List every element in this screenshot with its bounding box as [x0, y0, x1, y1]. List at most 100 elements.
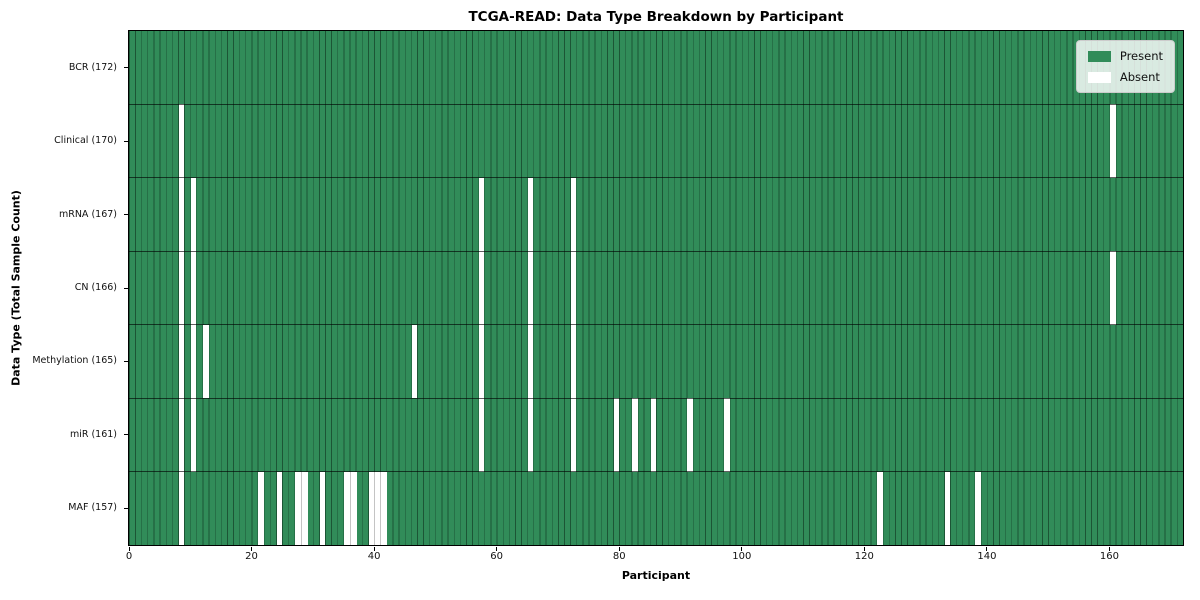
y-tick-mark: [124, 214, 128, 216]
x-tick-mark: [496, 546, 498, 551]
x-tick-mark: [863, 546, 865, 551]
absent-cell-MAF-122: [877, 471, 883, 545]
absent-cell-MAF-41: [380, 471, 388, 545]
y-tick-mark: [124, 67, 128, 69]
absent-cell-miR-97: [724, 398, 730, 472]
row-band-miR: [129, 398, 1183, 472]
row-band-BCR: [129, 31, 1183, 105]
row-boundary-line: [129, 324, 1183, 326]
y-tick-label-miR: miR (161): [69, 428, 117, 440]
absent-cell-MAF-28: [300, 471, 308, 545]
row-boundary-line: [129, 103, 1183, 105]
absent-cell-MAF-21: [258, 471, 264, 545]
absent-cell-miR-79: [613, 398, 620, 472]
legend-label-present: Present: [1119, 49, 1163, 63]
absent-cell-Methylation-10: [191, 324, 197, 399]
y-tick-label-mRNA: mRNA (167): [58, 208, 117, 220]
absent-cell-mRNA-72: [571, 177, 577, 252]
y-tick-mark: [124, 287, 128, 289]
x-tick-label: 40: [367, 551, 381, 562]
absent-cell-Clinical-8: [178, 104, 185, 178]
absent-cell-MAF-133: [944, 471, 951, 545]
absent-cell-miR-8: [178, 398, 185, 472]
row-boundary-line: [129, 471, 1183, 473]
absent-cell-miR-82: [632, 398, 638, 472]
x-tick-mark: [618, 546, 620, 551]
plot-area: Present Absent: [128, 30, 1184, 546]
x-tick-mark: [986, 546, 988, 551]
x-tick-label: 100: [732, 551, 752, 562]
x-tick-label: 80: [612, 551, 626, 562]
absent-cell-mRNA-65: [528, 177, 534, 252]
x-tick-mark: [741, 546, 743, 551]
x-tick-mark: [251, 546, 253, 551]
y-tick-mark: [124, 434, 128, 436]
absent-cell-CN-65: [528, 251, 534, 325]
x-tick-label: 120: [854, 551, 874, 562]
y-tick-mark: [124, 140, 128, 142]
absent-cell-MAF-40: [374, 471, 382, 545]
absent-cell-MAF-24: [276, 471, 283, 545]
y-tick-mark: [124, 507, 128, 509]
legend-item-present: Present: [1087, 49, 1163, 63]
legend-label-absent: Absent: [1119, 70, 1160, 84]
legend: Present Absent: [1075, 40, 1175, 93]
y-tick-label-CN: CN (166): [74, 282, 117, 293]
y-tick-mark: [124, 360, 128, 362]
absent-cell-CN-57: [479, 251, 485, 325]
legend-swatch-absent-icon: [1087, 71, 1111, 83]
legend-item-absent: Absent: [1087, 70, 1163, 84]
y-tick-label-Clinical: Clinical (170): [54, 135, 117, 147]
row-band-CN: [129, 251, 1183, 325]
absent-cell-Methylation-65: [528, 324, 534, 399]
absent-cell-CN-8: [178, 251, 185, 325]
absent-cell-MAF-31: [319, 471, 326, 545]
absent-cell-CN-10: [191, 251, 197, 325]
absent-cell-mRNA-10: [191, 177, 197, 252]
absent-cell-MAF-39: [368, 471, 375, 545]
absent-cell-miR-10: [191, 398, 197, 472]
row-boundary-line: [129, 177, 1183, 179]
y-tick-label-MAF: MAF (157): [68, 502, 117, 514]
absent-cell-miR-72: [571, 398, 577, 472]
absent-cell-Methylation-8: [178, 324, 185, 399]
absent-cell-MAF-27: [295, 471, 301, 545]
absent-cell-Methylation-72: [571, 324, 577, 399]
x-tick-label: 160: [1099, 551, 1119, 562]
absent-cell-MAF-138: [975, 471, 981, 545]
absent-cell-mRNA-57: [479, 177, 485, 252]
row-boundary-line: [129, 250, 1183, 252]
row-band-MAF: [129, 471, 1183, 545]
row-band-mRNA: [129, 177, 1183, 252]
x-tick-mark: [373, 546, 375, 551]
x-axis-label: Participant: [621, 569, 691, 582]
x-tick-label: 140: [977, 551, 997, 562]
absent-cell-MAF-36: [349, 471, 357, 545]
row-band-Clinical: [129, 104, 1183, 178]
absent-cell-miR-91: [687, 398, 693, 472]
absent-cell-miR-65: [528, 398, 534, 472]
x-tick-mark: [128, 546, 130, 551]
absent-cell-miR-57: [479, 398, 485, 472]
absent-cell-Methylation-12: [203, 324, 209, 399]
absent-cell-MAF-35: [344, 471, 350, 545]
x-tick-label: 20: [245, 551, 258, 562]
absent-cell-Methylation-46: [411, 324, 417, 399]
absent-cell-mRNA-8: [178, 177, 185, 252]
absent-cell-Methylation-57: [479, 324, 485, 399]
row-boundary-line: [129, 397, 1183, 399]
y-tick-label-BCR: BCR (172): [68, 61, 117, 73]
absent-cell-CN-160: [1110, 251, 1116, 325]
legend-swatch-present-icon: [1087, 50, 1111, 62]
y-tick-label-Methylation: Methylation (165): [32, 355, 117, 367]
x-tick-label: 60: [490, 551, 504, 562]
absent-cell-MAF-8: [178, 471, 185, 545]
absent-cell-Clinical-160: [1110, 104, 1116, 178]
x-tick-label: 0: [125, 551, 133, 562]
absent-cell-CN-72: [571, 251, 577, 325]
chart-title: TCGA-READ: Data Type Breakdown by Partic…: [468, 9, 844, 25]
row-band-Methylation: [129, 324, 1183, 399]
x-tick-mark: [1108, 546, 1110, 551]
absent-cell-miR-85: [650, 398, 656, 472]
